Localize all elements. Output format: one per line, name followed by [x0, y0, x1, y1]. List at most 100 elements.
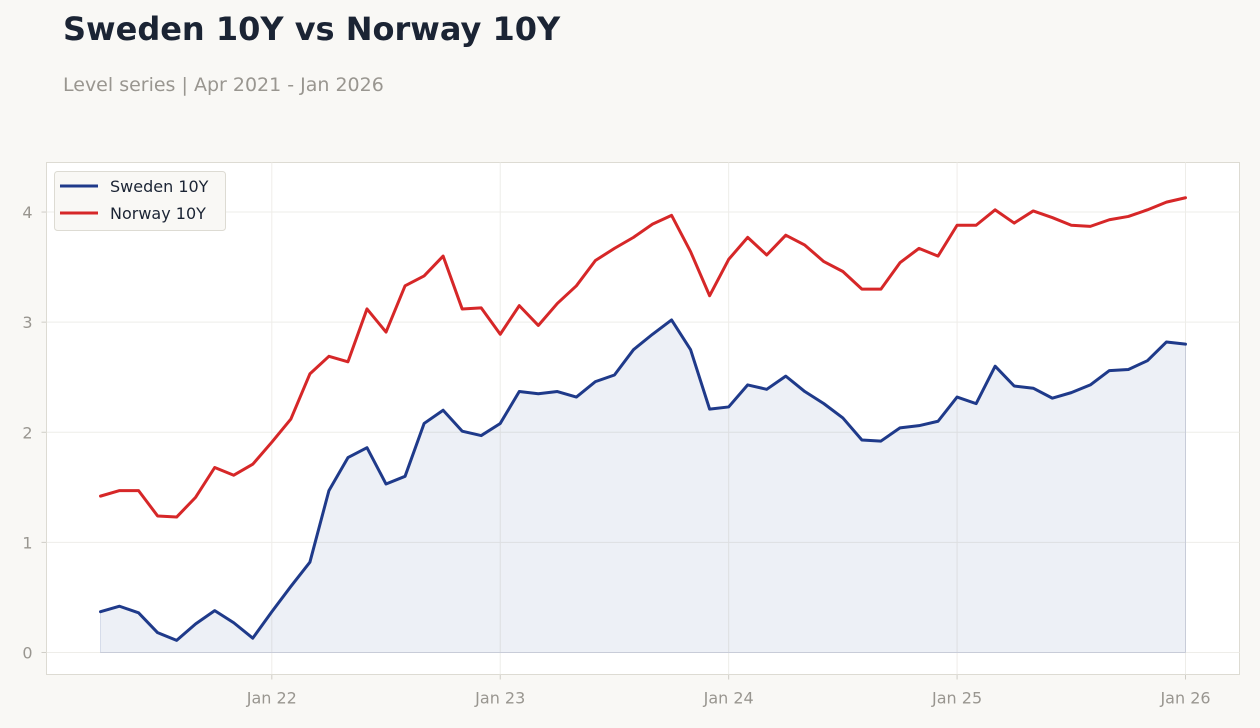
norway-10y-point [861, 288, 863, 290]
y-tick-label: 1 [22, 533, 32, 552]
sweden-10y-point [804, 391, 806, 393]
x-tick-label: Jan 22 [246, 689, 297, 708]
norway-10y-point [385, 331, 387, 333]
norway-10y-point [785, 234, 787, 236]
x-tick-label: Jan 25 [931, 689, 982, 708]
sweden-10y-point [404, 475, 406, 477]
norway-10y-point [975, 224, 977, 226]
series-lines [99, 196, 1187, 642]
y-tick-label: 3 [22, 313, 32, 332]
norway-10y-point [1165, 201, 1167, 203]
norway-10y-point [994, 209, 996, 211]
norway-10y-point [442, 255, 444, 257]
norway-10y-point [1127, 215, 1129, 217]
y-tick-label: 0 [22, 643, 32, 662]
norway-10y-point [842, 271, 844, 273]
norway-10y-point [233, 474, 235, 476]
sweden-10y-point [556, 391, 558, 393]
sweden-10y-point [1165, 341, 1167, 343]
sweden-10y-point [594, 381, 596, 383]
norway-10y-point [632, 236, 634, 238]
sweden-10y-point [347, 457, 349, 459]
sweden-10y-point [214, 610, 216, 612]
norway-10y-point [1032, 210, 1034, 212]
sweden-10y-point [442, 409, 444, 411]
norway-10y-point [518, 305, 520, 307]
sweden-10y-point [252, 637, 254, 639]
sweden-10y-point [652, 333, 654, 335]
sweden-10y-point [1070, 392, 1072, 394]
x-axis: Jan 22 Jan 23 Jan 24 Jan 25 Jan 26 [246, 674, 1211, 708]
sweden-10y-point [271, 611, 273, 613]
norway-10y-point [956, 224, 958, 226]
norway-10y-point [1108, 219, 1110, 221]
sweden-10y-point [1185, 343, 1187, 345]
x-tick-label: Jan 24 [703, 689, 754, 708]
legend-label-norway: Norway 10Y [110, 204, 206, 223]
sweden-10y-point [537, 393, 539, 395]
norway-10y-point [709, 295, 711, 297]
chart-subtitle: Level series | Apr 2021 - Jan 2026 [63, 74, 384, 96]
y-tick-label: 2 [22, 423, 32, 442]
sweden-10y-point [290, 585, 292, 587]
norway-10y-point [1185, 197, 1187, 199]
sweden-10y-point [518, 391, 520, 393]
norway-10y-point [499, 333, 501, 335]
y-tick-label: 4 [22, 203, 32, 222]
sweden-10y-point [119, 605, 121, 607]
norway-10y-point [880, 288, 882, 290]
norway-10y-point [176, 516, 178, 518]
sweden-10y-point [1146, 360, 1148, 362]
norway-10y-point [1013, 222, 1015, 224]
sweden-10y-point [632, 349, 634, 351]
norway-10y-point [823, 261, 825, 263]
sweden-10y-point [385, 483, 387, 485]
sweden-10y-point [766, 388, 768, 390]
sweden-10y-point [1108, 370, 1110, 372]
norway-10y-point [309, 373, 311, 375]
norway-10y-point [328, 355, 330, 357]
sweden-10y-point [157, 632, 159, 634]
sweden-10y-point [861, 439, 863, 441]
sweden-10y-point [100, 611, 102, 613]
sweden-10y-point [880, 440, 882, 442]
sweden-10y-point [423, 422, 425, 424]
sweden-10y-point [309, 561, 311, 563]
norway-10y-point [1051, 217, 1053, 219]
sweden-10y-point [1127, 369, 1129, 371]
sweden-10y-point [975, 403, 977, 405]
sweden-10y-point [823, 403, 825, 405]
sweden-10y-point [613, 374, 615, 376]
norway-10y-point [366, 308, 368, 310]
norway-10y-point [918, 247, 920, 249]
norway-10y-point [214, 466, 216, 468]
sweden-10y-point [1032, 387, 1034, 389]
sweden-10y-point [956, 396, 958, 398]
sweden-10y-point [690, 349, 692, 351]
x-tick-label: Jan 26 [1159, 689, 1210, 708]
norway-10y-line [99, 196, 1187, 519]
norway-10y-point [404, 285, 406, 287]
sweden-10y-point [709, 408, 711, 410]
sweden-10y-point [461, 430, 463, 432]
norway-10y-point [1070, 224, 1072, 226]
norway-10y-point [537, 324, 539, 326]
norway-10y-point [157, 515, 159, 517]
norway-10y-point [423, 275, 425, 277]
sweden-10y-point [899, 427, 901, 429]
legend-label-sweden: Sweden 10Y [110, 177, 209, 196]
sweden-10y-point [842, 417, 844, 419]
norway-10y-point [556, 302, 558, 304]
norway-10y-point [347, 361, 349, 363]
norway-10y-point [461, 308, 463, 310]
sweden-10y-point [575, 396, 577, 398]
norway-10y-point [290, 418, 292, 420]
sweden-10y-point [233, 622, 235, 624]
norway-10y-point [594, 259, 596, 261]
norway-10y-point [271, 441, 273, 443]
norway-10y-point [899, 262, 901, 264]
norway-10y-point [613, 247, 615, 249]
sweden-10y-point [785, 375, 787, 377]
legend: Sweden 10Y Norway 10Y [54, 171, 226, 231]
sweden-10y-point [328, 490, 330, 492]
